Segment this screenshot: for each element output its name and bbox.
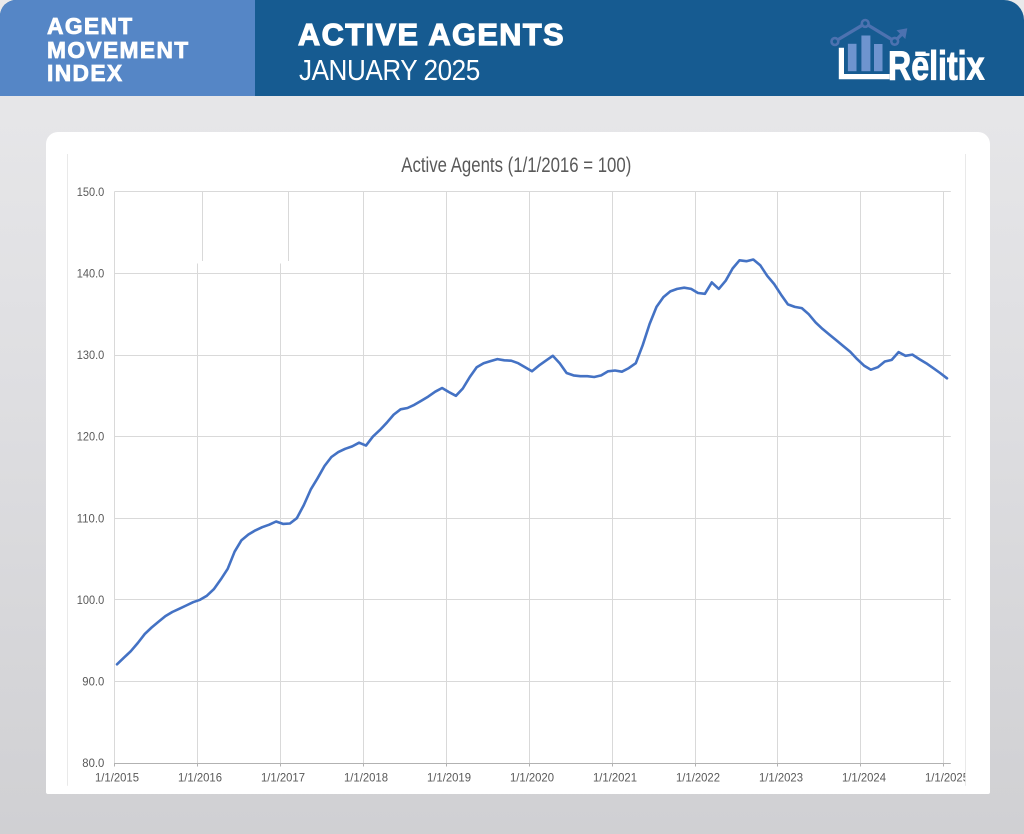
svg-text:150.0: 150.0 — [77, 185, 105, 199]
svg-text:1/1/2023: 1/1/2023 — [759, 771, 803, 785]
svg-text:1/1/2018: 1/1/2018 — [344, 771, 388, 785]
svg-text:120.0: 120.0 — [77, 430, 105, 444]
svg-text:100.0: 100.0 — [77, 593, 105, 607]
svg-text:1/1/2020: 1/1/2020 — [510, 771, 554, 785]
svg-text:1/1/2019: 1/1/2019 — [427, 771, 471, 785]
svg-text:90.0: 90.0 — [82, 675, 104, 689]
svg-text:140.0: 140.0 — [77, 267, 105, 281]
svg-text:1/1/2022: 1/1/2022 — [676, 771, 720, 785]
svg-text:1/1/2024: 1/1/2024 — [842, 771, 886, 785]
svg-text:Rēlitix: Rēlitix — [888, 42, 985, 88]
svg-text:1/1/2025: 1/1/2025 — [925, 771, 969, 785]
svg-text:1/1/2015: 1/1/2015 — [95, 771, 139, 785]
svg-text:1/1/2016: 1/1/2016 — [178, 771, 222, 785]
svg-text:1/1/2017: 1/1/2017 — [261, 771, 305, 785]
svg-text:130.0: 130.0 — [77, 348, 105, 362]
svg-text:110.0: 110.0 — [77, 511, 105, 525]
svg-text:1/1/2021: 1/1/2021 — [593, 771, 637, 785]
svg-text:Active Agents (1/1/2016 = 100): Active Agents (1/1/2016 = 100) — [401, 154, 631, 177]
svg-text:80.0: 80.0 — [82, 756, 104, 770]
